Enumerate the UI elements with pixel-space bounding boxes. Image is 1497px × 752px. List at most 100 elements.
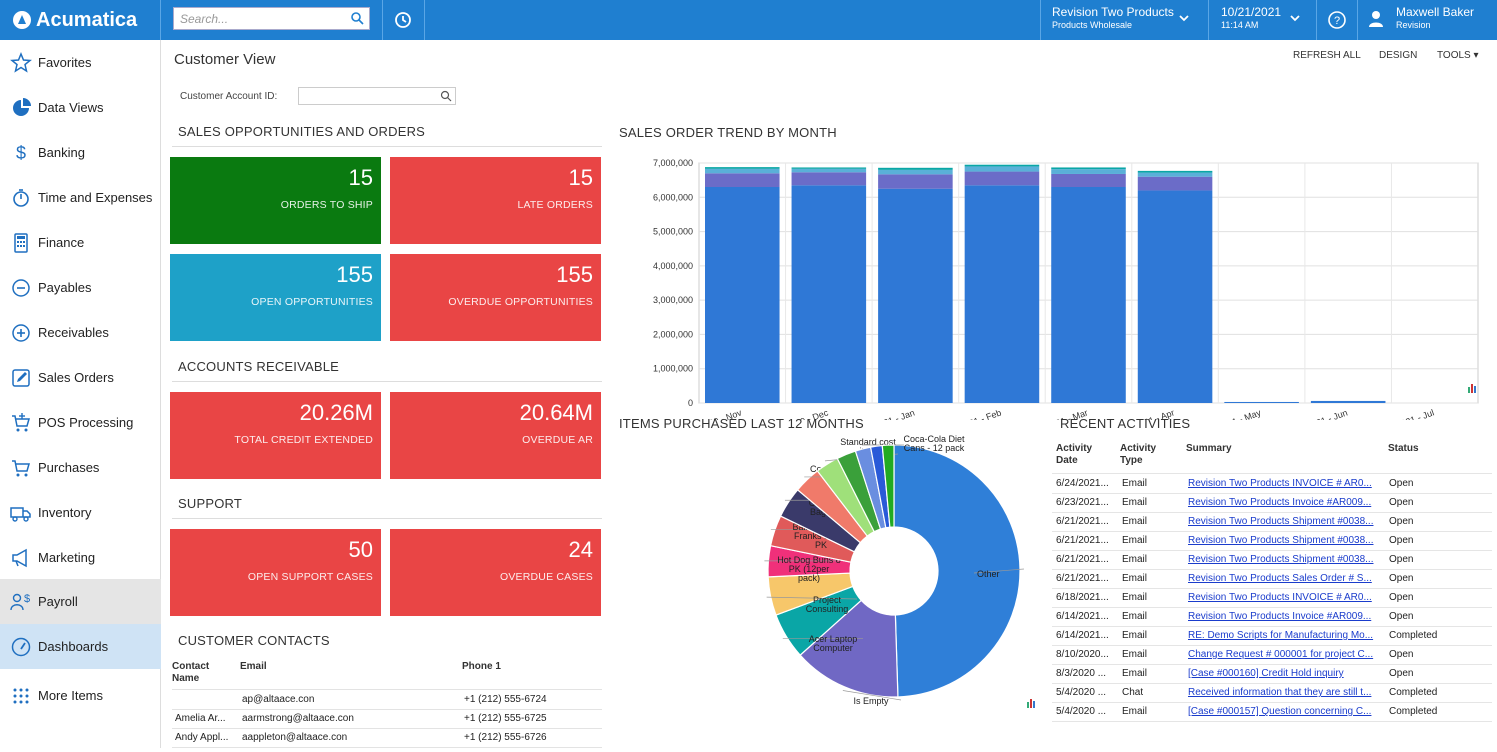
column-header[interactable]: Activity Date <box>1056 443 1093 466</box>
bar-segment[interactable] <box>878 167 953 170</box>
kpi-tile-total-credit-extended[interactable]: 20.26M TOTAL CREDIT EXTENDED <box>170 392 381 479</box>
activity-summary-link[interactable]: [Case #000160] Credit Hold inquiry <box>1188 668 1344 679</box>
search-input[interactable]: Search... <box>173 7 370 30</box>
refresh-all-button[interactable]: REFRESH ALL <box>1293 50 1361 61</box>
bar-segment[interactable] <box>791 168 867 173</box>
column-header[interactable]: Status <box>1388 443 1419 454</box>
bar-segment[interactable] <box>964 164 1040 167</box>
bar-segment[interactable] <box>878 174 953 189</box>
kpi-tile-overdue-cases[interactable]: 24 OVERDUE CASES <box>390 529 601 616</box>
activity-summary-link[interactable]: Revision Two Products Sales Order # S... <box>1188 573 1372 584</box>
search-placeholder: Search... <box>180 12 229 26</box>
sidebar-item-time-and-expenses[interactable]: Time and Expenses <box>0 175 161 220</box>
sidebar-item-label: Dashboards <box>38 639 109 654</box>
column-header[interactable]: Summary <box>1186 443 1232 454</box>
activity-summary-link[interactable]: Revision Two Products Shipment #0038... <box>1188 554 1374 565</box>
kpi-tile-open-opportunities[interactable]: 155 OPEN OPPORTUNITIES <box>170 254 381 341</box>
donut-slice[interactable] <box>881 444 895 528</box>
design-button[interactable]: DESIGN <box>1379 50 1418 61</box>
slice-label: Coca-Cola Diet Cans - 12 pack <box>903 435 965 453</box>
activity-summary-link[interactable]: Revision Two Products Invoice #AR009... <box>1188 497 1372 508</box>
chart-type-icon[interactable] <box>1468 383 1478 393</box>
kpi-tile-late-orders[interactable]: 15 LATE ORDERS <box>390 157 601 244</box>
activity-summary-link[interactable]: [Case #000157] Question concerning C... <box>1188 706 1372 717</box>
bar-segment[interactable] <box>705 168 780 174</box>
column-header[interactable]: Activity Type <box>1120 443 1157 466</box>
activity-summary-link[interactable]: RE: Demo Scripts for Manufacturing Mo... <box>1188 630 1374 641</box>
bar-segment[interactable] <box>1137 176 1213 191</box>
bar-segment[interactable] <box>705 173 780 187</box>
sidebar-item-dashboards[interactable]: Dashboards <box>0 624 161 669</box>
column-header[interactable]: Email <box>240 661 267 672</box>
bar-segment[interactable] <box>878 188 953 403</box>
bar-segment[interactable] <box>964 171 1040 186</box>
sidebar-item-payables[interactable]: Payables <box>0 265 161 310</box>
search-icon[interactable] <box>350 11 364 25</box>
sidebar-item-favorites[interactable]: Favorites <box>0 40 161 85</box>
chevron-down-icon[interactable] <box>1289 12 1301 24</box>
kpi-tile-overdue-opportunities[interactable]: 155 OVERDUE OPPORTUNITIES <box>390 254 601 341</box>
sidebar-item-marketing[interactable]: Marketing <box>0 535 161 580</box>
chevron-down-icon[interactable] <box>1178 12 1190 24</box>
user-icon[interactable] <box>1368 10 1384 28</box>
bar-segment[interactable] <box>791 172 867 186</box>
divider <box>172 518 602 519</box>
sidebar-item-receivables[interactable]: Receivables <box>0 310 161 355</box>
sidebar-item-data-views[interactable]: Data Views <box>0 85 161 130</box>
bar-segment[interactable] <box>705 167 780 169</box>
bar-segment[interactable] <box>705 187 780 403</box>
business-date: 10/21/2021 <box>1221 5 1282 19</box>
donut-slice[interactable] <box>893 444 1021 698</box>
sidebar-item-label: More Items <box>38 688 104 703</box>
customer-account-input[interactable] <box>298 87 456 105</box>
bar-segment[interactable] <box>1137 190 1213 403</box>
activity-summary-link[interactable]: Revision Two Products Shipment #0038... <box>1188 516 1374 527</box>
bar-segment[interactable] <box>1051 169 1126 174</box>
sidebar-item-inventory[interactable]: Inventory <box>0 490 161 535</box>
activity-summary-link[interactable]: Revision Two Products Shipment #0038... <box>1188 535 1374 546</box>
activity-summary-link[interactable]: Received information that they are still… <box>1188 687 1372 698</box>
chart-type-icon[interactable] <box>1027 698 1037 708</box>
bar-segment[interactable] <box>1137 172 1213 177</box>
bar-segment[interactable] <box>1224 401 1299 403</box>
sidebar-item-label: Finance <box>38 235 85 250</box>
bar-segment[interactable] <box>964 185 1040 403</box>
kpi-tile-overdue-ar[interactable]: 20.64M OVERDUE AR <box>390 392 601 479</box>
sidebar-item-finance[interactable]: Finance <box>0 220 161 265</box>
activity-status: Completed <box>1389 706 1438 717</box>
y-tick-label: 4,000,000 <box>653 261 693 271</box>
activity-summary-link[interactable]: Change Request # 000001 for project C... <box>1188 649 1374 660</box>
history-button[interactable] <box>382 0 424 40</box>
sidebar-item-sales-orders[interactable]: Sales Orders <box>0 355 161 400</box>
date-selector[interactable]: 10/21/2021 11:14 AM <box>1221 0 1301 40</box>
help-icon[interactable]: ? <box>1327 10 1347 30</box>
bar-segment[interactable] <box>1137 170 1213 173</box>
kpi-tile-open-support-cases[interactable]: 50 OPEN SUPPORT CASES <box>170 529 381 616</box>
bar-segment[interactable] <box>1310 400 1386 403</box>
acumatica-logo[interactable]: Acumatica <box>0 0 161 40</box>
bar-segment[interactable] <box>964 166 1040 172</box>
bar-segment[interactable] <box>1051 187 1126 403</box>
kpi-tile-orders-to-ship[interactable]: 15 ORDERS TO SHIP <box>170 157 381 244</box>
activity-summary-link[interactable]: Revision Two Products INVOICE # AR0... <box>1188 478 1372 489</box>
kpi-value: 20.26M <box>299 400 373 425</box>
sidebar-item-pos-processing[interactable]: POS Processing <box>0 400 161 445</box>
bar-segment[interactable] <box>1051 167 1126 170</box>
sidebar-item-banking[interactable]: $ Banking <box>0 130 161 175</box>
sidebar-item-more-items[interactable]: More Items <box>0 673 161 718</box>
column-header[interactable]: Contact Name <box>172 661 210 684</box>
bar-segment[interactable] <box>1051 173 1126 187</box>
bar-segment[interactable] <box>878 169 953 175</box>
company-selector[interactable]: Revision Two Products Products Wholesale <box>1052 0 1202 40</box>
bar-segment[interactable] <box>791 185 867 403</box>
search-icon[interactable] <box>440 90 452 102</box>
activity-summary-link[interactable]: Revision Two Products Invoice #AR009... <box>1188 611 1372 622</box>
sidebar-item-label: Banking <box>38 145 85 160</box>
column-header[interactable]: Phone 1 <box>462 661 501 672</box>
bar-segment[interactable] <box>791 167 867 169</box>
sidebar-item-payroll[interactable]: $ Payroll <box>0 579 161 624</box>
activity-summary-link[interactable]: Revision Two Products INVOICE # AR0... <box>1188 592 1372 603</box>
user-menu[interactable]: Maxwell Baker Revision <box>1396 0 1486 40</box>
tools-menu-button[interactable]: TOOLS ▾ <box>1437 50 1479 61</box>
sidebar-item-purchases[interactable]: Purchases <box>0 445 161 490</box>
